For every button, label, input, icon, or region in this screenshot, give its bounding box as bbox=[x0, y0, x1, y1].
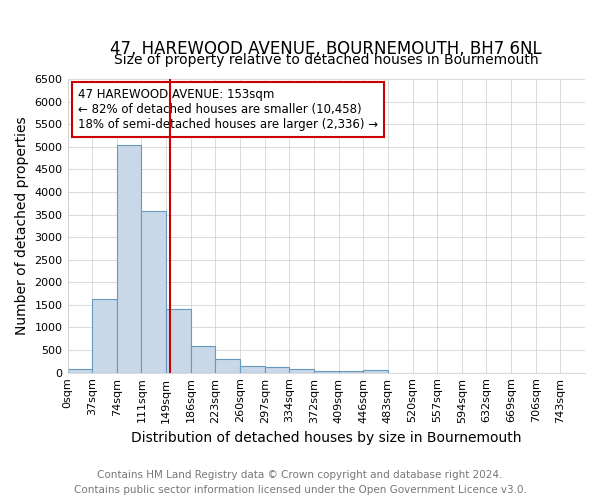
Bar bbox=[215, 359, 240, 372]
Bar bbox=[314, 370, 338, 372]
Text: Contains HM Land Registry data © Crown copyright and database right 2024.
Contai: Contains HM Land Registry data © Crown c… bbox=[74, 470, 526, 495]
Bar bbox=[68, 370, 92, 372]
Bar bbox=[117, 144, 142, 372]
Y-axis label: Number of detached properties: Number of detached properties bbox=[15, 116, 29, 335]
Bar bbox=[191, 346, 215, 372]
Bar bbox=[265, 368, 289, 372]
Bar bbox=[92, 300, 117, 372]
Bar bbox=[289, 368, 314, 372]
Bar bbox=[363, 370, 388, 372]
Bar bbox=[166, 310, 191, 372]
Bar bbox=[338, 371, 363, 372]
Text: 47 HAREWOOD AVENUE: 153sqm
← 82% of detached houses are smaller (10,458)
18% of : 47 HAREWOOD AVENUE: 153sqm ← 82% of deta… bbox=[78, 88, 378, 131]
Title: 47, HAREWOOD AVENUE, BOURNEMOUTH, BH7 6NL: 47, HAREWOOD AVENUE, BOURNEMOUTH, BH7 6N… bbox=[110, 40, 542, 58]
Bar bbox=[142, 211, 166, 372]
X-axis label: Distribution of detached houses by size in Bournemouth: Distribution of detached houses by size … bbox=[131, 431, 521, 445]
Text: Size of property relative to detached houses in Bournemouth: Size of property relative to detached ho… bbox=[114, 54, 539, 68]
Bar bbox=[240, 366, 265, 372]
